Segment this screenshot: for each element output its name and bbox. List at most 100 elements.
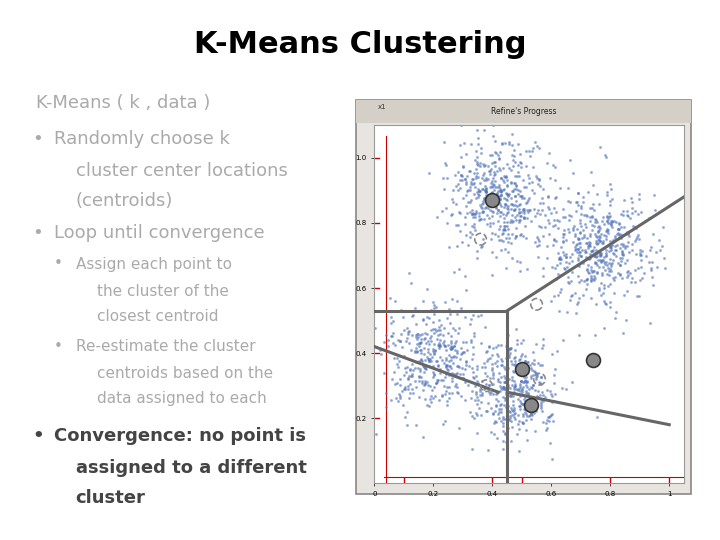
Point <box>580 223 592 232</box>
Point <box>506 373 518 381</box>
Point <box>528 400 539 409</box>
Point <box>515 352 526 360</box>
Point <box>403 372 415 380</box>
Point <box>471 147 482 156</box>
Point <box>505 404 517 413</box>
Point <box>406 370 418 379</box>
Point <box>616 246 628 255</box>
Point <box>445 345 456 353</box>
Point <box>509 356 521 365</box>
Point <box>389 340 400 349</box>
Point <box>590 239 602 247</box>
Point <box>508 384 520 393</box>
Point <box>600 151 611 160</box>
Point <box>385 396 397 404</box>
Point <box>484 381 495 389</box>
Point <box>595 291 607 299</box>
Point <box>479 160 490 169</box>
Point <box>478 215 490 224</box>
Point <box>580 211 592 220</box>
Point <box>490 390 501 399</box>
Point <box>415 338 426 347</box>
Point <box>609 314 621 322</box>
Point <box>464 320 476 328</box>
Point <box>410 330 422 339</box>
Text: •: • <box>32 427 44 444</box>
Point <box>460 361 472 370</box>
Point <box>496 361 508 369</box>
Point <box>572 253 584 262</box>
Point <box>489 186 500 194</box>
Point <box>464 185 476 194</box>
Point <box>497 229 508 238</box>
Point <box>451 242 463 251</box>
Point <box>482 174 494 183</box>
Point <box>506 254 518 262</box>
Point <box>413 373 424 381</box>
Point <box>441 161 452 170</box>
Point <box>521 213 533 222</box>
Point <box>649 191 660 199</box>
Point <box>505 412 516 421</box>
Point <box>443 362 454 370</box>
Point <box>520 381 531 389</box>
Point <box>596 255 608 264</box>
Point <box>468 414 480 422</box>
Point <box>508 406 520 414</box>
Point <box>588 242 600 251</box>
Point <box>471 158 482 166</box>
Point <box>586 221 598 230</box>
Point <box>508 401 519 410</box>
Point <box>570 232 581 240</box>
Point <box>580 253 591 261</box>
Point <box>535 402 546 410</box>
Point <box>421 400 433 409</box>
Point <box>482 446 494 454</box>
Point <box>495 194 506 203</box>
Point <box>427 345 438 353</box>
Point <box>433 330 444 339</box>
Point <box>459 174 471 183</box>
Point <box>582 254 594 263</box>
Point <box>472 184 484 193</box>
Point <box>472 395 484 404</box>
Point <box>401 363 413 372</box>
Point <box>428 350 439 359</box>
Point <box>426 353 437 362</box>
Point <box>578 233 590 241</box>
Point <box>583 240 595 249</box>
Point <box>395 336 406 345</box>
Point <box>471 208 482 217</box>
Point <box>527 347 539 356</box>
Point <box>495 372 507 381</box>
Point <box>585 277 597 286</box>
Point <box>518 213 530 222</box>
Point <box>434 364 446 373</box>
Point <box>399 363 410 372</box>
Point <box>575 201 587 210</box>
Point <box>423 356 435 365</box>
Point <box>595 257 606 266</box>
Point <box>570 197 581 206</box>
Point <box>402 334 413 342</box>
Point <box>440 363 451 372</box>
Point <box>444 389 455 397</box>
Point <box>474 385 485 394</box>
Point <box>487 150 498 159</box>
Point <box>623 212 634 220</box>
Point <box>441 401 452 409</box>
Point <box>585 167 597 176</box>
Point <box>515 380 526 389</box>
Point <box>479 384 490 393</box>
Point <box>536 388 548 396</box>
Point <box>600 235 612 244</box>
Point <box>607 223 618 232</box>
Point <box>659 264 670 273</box>
Point <box>426 306 437 315</box>
Point <box>405 380 416 388</box>
Point <box>492 151 503 160</box>
Point <box>454 176 466 185</box>
Point <box>438 382 450 390</box>
Point <box>439 373 451 382</box>
Point <box>513 208 525 217</box>
